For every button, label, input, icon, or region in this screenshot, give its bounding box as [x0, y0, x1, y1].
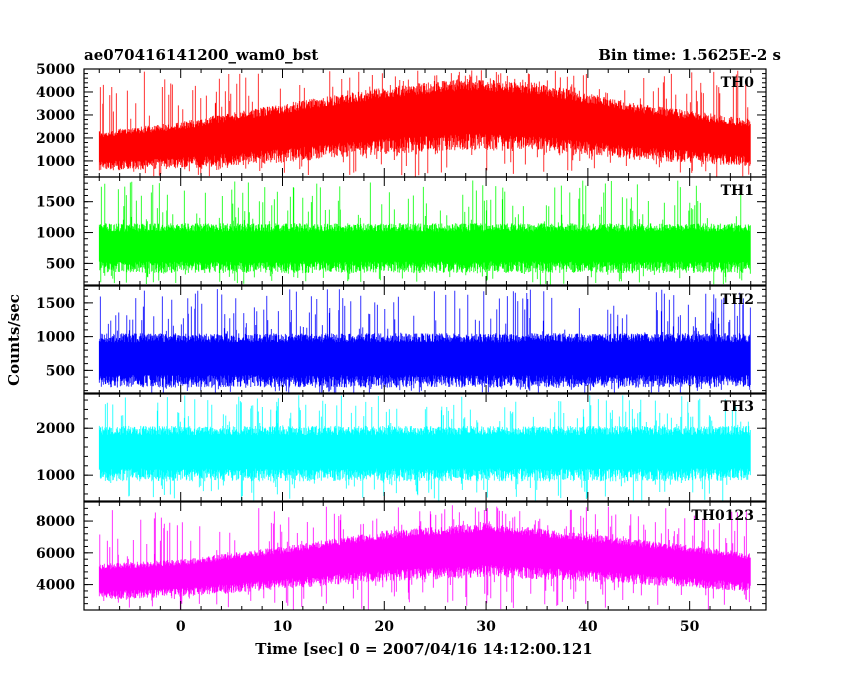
- y-tick-label: 1000: [36, 226, 75, 242]
- y-tick-label: 1000: [36, 468, 75, 484]
- series-line-th1: [98, 180, 751, 285]
- y-tick-label: 500: [46, 256, 75, 272]
- y-tick-label: 1000: [36, 154, 75, 170]
- x-tick-label: 20: [375, 619, 395, 635]
- panel-th0: 1000 2000 3000 4000 5000 TH0: [36, 62, 767, 178]
- panel-label-th0123: TH0123: [691, 508, 754, 524]
- y-tick-label: 1000: [36, 330, 75, 346]
- series-line-th0123: [98, 505, 751, 610]
- y-tick-label: 500: [46, 363, 75, 379]
- y-tick-label: 1500: [36, 296, 75, 312]
- x-axis-label: Time [sec] 0 = 2007/04/16 14:12:00.121: [255, 640, 592, 658]
- y-tick-label: 2000: [36, 421, 75, 437]
- bin-time-label: Bin time: 1.5625E-2 s: [598, 46, 781, 64]
- y-tick-label: 8000: [36, 514, 75, 530]
- y-tick-label: 1500: [36, 195, 75, 211]
- y-tick-label: 5000: [36, 62, 75, 78]
- y-tick-label: 2000: [36, 131, 75, 147]
- y-axis-label: Counts/sec: [5, 294, 23, 386]
- x-tick-label: 10: [273, 619, 293, 635]
- x-tick-label: 40: [578, 619, 598, 635]
- panel-th2: 500 1000 1500 TH2: [36, 285, 767, 395]
- x-tick-label: 0: [176, 619, 186, 635]
- panel-label-th0: TH0: [721, 75, 755, 91]
- series-line-th3: [98, 395, 751, 501]
- x-tick-label: 50: [680, 619, 700, 635]
- panel-th0123: 4000 6000 8000 TH0123: [36, 501, 767, 611]
- panel-th3: 1000 2000 TH3: [36, 392, 767, 502]
- panel-label-th1: TH1: [721, 183, 754, 199]
- chart-title: ae070416141200_wam0_bst: [84, 46, 318, 64]
- x-tick-label: 30: [476, 619, 496, 635]
- series-line-th2: [98, 289, 751, 394]
- panels-group: 10002000300040005000TH050010001500TH1500…: [36, 62, 767, 635]
- y-tick-label: 4000: [36, 578, 75, 594]
- panel-label-th3: TH3: [721, 399, 754, 415]
- y-tick-label: 4000: [36, 85, 75, 101]
- panel-th1: 500 1000 1500 TH1: [36, 176, 767, 286]
- series-line-th0: [98, 70, 751, 177]
- y-tick-label: 3000: [36, 108, 75, 124]
- panel-label-th2: TH2: [721, 292, 754, 308]
- y-tick-label: 6000: [36, 546, 75, 562]
